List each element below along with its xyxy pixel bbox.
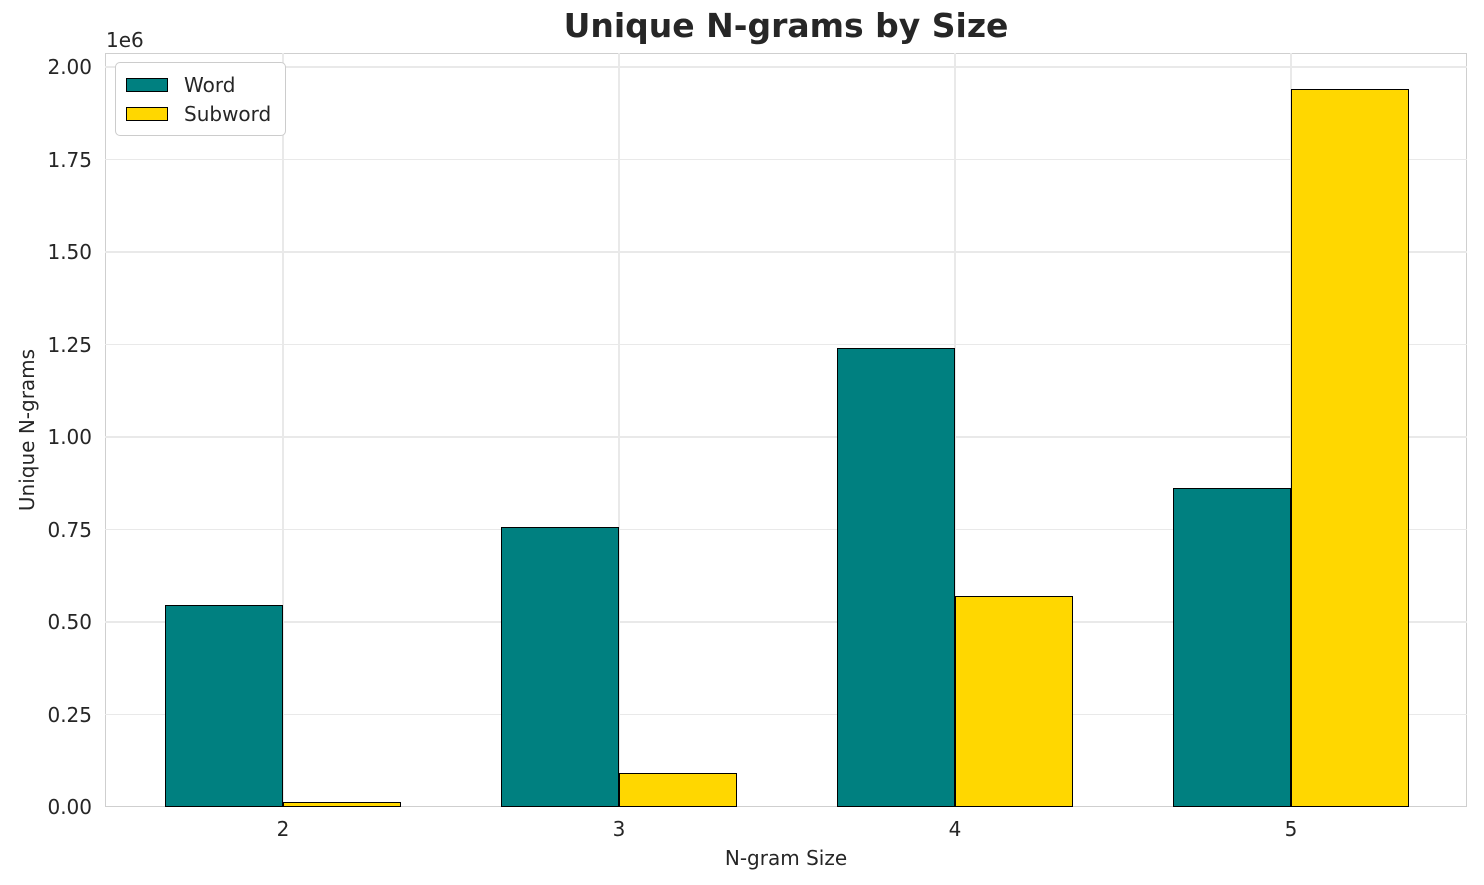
- legend-entry-word: Word: [126, 70, 271, 99]
- x-tick-label: 2: [276, 817, 290, 841]
- bar-subword-5: [1291, 89, 1409, 807]
- x-tick-label: 3: [612, 817, 626, 841]
- y-tick-label: 0.50: [47, 610, 92, 634]
- v-gridline: [618, 53, 620, 807]
- y-tick-label: 0.25: [47, 702, 92, 727]
- legend-label: Word: [184, 72, 236, 97]
- h-gridline: [105, 621, 1467, 623]
- y-tick-label: 0.75: [47, 517, 92, 542]
- x-tick-label: 4: [948, 817, 962, 841]
- y-tick-label: 0.00: [47, 795, 92, 819]
- legend-label: Subword: [184, 101, 272, 126]
- y-tick-label: 1.75: [47, 147, 92, 172]
- h-gridline: [105, 713, 1467, 716]
- bar-word-5: [1173, 488, 1291, 807]
- v-gridline: [282, 53, 284, 807]
- y-tick-label: 2.00: [47, 55, 92, 80]
- h-gridline: [105, 158, 1467, 161]
- h-gridline: [105, 436, 1467, 438]
- v-gridline: [954, 53, 956, 807]
- chart-title: Unique N-grams by Size: [563, 6, 1009, 45]
- bar-subword-2: [283, 802, 401, 807]
- y-axis-offset-text: 1e6: [106, 28, 144, 52]
- y-tick-label: 1.00: [47, 425, 92, 450]
- h-gridline: [105, 251, 1467, 253]
- y-tick-label: 1.50: [47, 240, 92, 265]
- h-gridline: [105, 528, 1467, 531]
- legend-swatch-word: [126, 77, 168, 92]
- bar-subword-4: [955, 596, 1073, 807]
- bar-word-3: [501, 527, 619, 807]
- legend-entry-subword: Subword: [126, 99, 271, 128]
- x-axis-label: N-gram Size: [724, 846, 848, 870]
- legend-swatch-subword: [126, 106, 168, 121]
- bar-subword-3: [619, 772, 737, 807]
- h-gridline: [105, 343, 1467, 346]
- bar-word-2: [165, 605, 283, 807]
- y-tick-label: 1.25: [47, 332, 92, 357]
- legend: Word Subword: [115, 62, 287, 136]
- bar-word-4: [837, 348, 955, 807]
- h-gridline: [105, 66, 1467, 68]
- x-tick-label: 5: [1284, 817, 1298, 841]
